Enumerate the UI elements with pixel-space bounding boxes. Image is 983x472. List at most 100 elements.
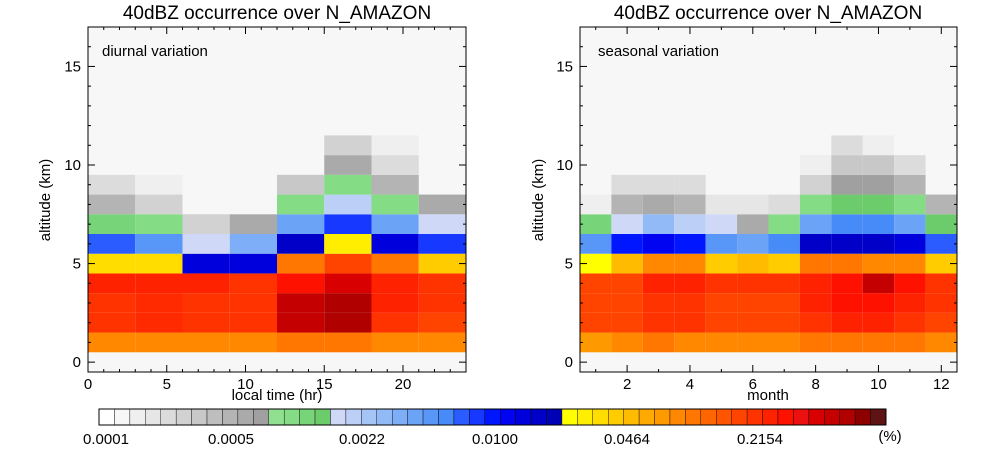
heatmap-cell	[862, 253, 895, 274]
heatmap-cell	[642, 194, 675, 215]
heatmap-cell	[894, 214, 926, 234]
colorbar-swatch	[391, 408, 408, 426]
heatmap-cell	[580, 273, 612, 294]
heatmap-cell	[862, 312, 895, 333]
heatmap-cell	[324, 135, 372, 156]
colorbar-swatch	[160, 408, 177, 426]
colorbar-swatch	[268, 408, 285, 426]
x-tick-label: 20	[395, 376, 412, 393]
heatmap-cell	[182, 332, 230, 353]
heatmap-cell	[135, 332, 183, 353]
heatmap-cell	[925, 214, 957, 234]
heatmap-cell	[737, 253, 769, 274]
heatmap-cell	[894, 312, 926, 333]
axis-ticks: 0 5 10 15 20 0 5 10 15	[64, 26, 467, 393]
heatmap-cell	[371, 194, 419, 215]
heatmap-cell	[799, 214, 832, 234]
heatmap-cell	[642, 234, 675, 254]
heatmap-cell	[894, 155, 926, 175]
heatmap-cell	[371, 332, 419, 353]
heatmap-cell	[894, 253, 926, 274]
heatmap-cell	[799, 194, 832, 215]
heatmap-cell	[799, 253, 832, 274]
heatmap-cell	[705, 293, 738, 313]
heatmap-cell	[768, 253, 800, 274]
colorbar-swatch	[746, 408, 763, 426]
heatmap-cell	[580, 312, 612, 333]
heatmap-cell	[705, 312, 738, 333]
heatmap-cell	[88, 174, 136, 195]
axis-ticks: 2 4 6 8 10 12 0 5 10 15	[556, 26, 957, 393]
heatmap-cell	[88, 332, 136, 353]
y-tick-label: 5	[73, 256, 81, 273]
colorbar-swatches	[98, 408, 887, 426]
colorbar-swatch	[175, 408, 192, 426]
heatmap-cell	[88, 234, 136, 254]
heatmap-cell	[831, 135, 863, 156]
colorbar-swatch	[129, 408, 146, 426]
heatmap-cell	[831, 214, 863, 234]
heatmap-cell	[768, 234, 800, 254]
heatmap-cell	[611, 234, 643, 254]
heatmap-cell	[418, 273, 466, 294]
heatmap-cell	[642, 174, 675, 195]
heatmap-cell	[862, 194, 895, 215]
heatmap-cell	[611, 194, 643, 215]
heatmap-cell	[418, 293, 466, 313]
heatmap-cell	[277, 273, 325, 294]
heatmap-cell	[705, 234, 738, 254]
colorbar-swatch	[546, 408, 563, 426]
heatmap-cell	[324, 194, 372, 215]
colorbar-swatch	[530, 408, 547, 426]
colorbar-swatch	[330, 408, 347, 426]
colorbar-unit: (%)	[878, 428, 901, 445]
heatmap-cell	[182, 312, 230, 333]
heatmap-cell	[768, 214, 800, 234]
heatmap-cell	[925, 273, 957, 294]
heatmap-cell	[371, 214, 419, 234]
heatmap-cell	[831, 253, 863, 274]
heatmap-cell	[229, 332, 277, 353]
chart-title: 40dBZ occurrence over N_AMAZON	[614, 3, 922, 24]
heatmap-cell	[229, 293, 277, 313]
heatmap-cell	[831, 293, 863, 313]
x-tick-label: 15	[316, 376, 333, 393]
colorbar-swatch	[98, 408, 115, 426]
colorbar-swatch	[145, 408, 161, 426]
x-axis-label: month	[747, 387, 789, 404]
colorbar-swatch	[700, 408, 717, 426]
colorbar-swatch	[638, 408, 655, 426]
y-tick-label: 5	[565, 256, 573, 273]
y-tick-label: 15	[556, 58, 573, 75]
heatmap-cell	[88, 194, 136, 215]
heatmap-cell	[182, 214, 230, 234]
heatmap-cell	[277, 194, 325, 215]
heatmap-cell	[674, 293, 706, 313]
colorbar-swatch	[716, 408, 732, 426]
heatmap-cell	[135, 312, 183, 333]
colorbar-swatch	[731, 408, 748, 426]
heatmap-cell	[611, 253, 643, 274]
heatmap-cells	[580, 135, 957, 353]
chart-title: 40dBZ occurrence over N_AMAZON	[123, 3, 431, 24]
heatmap-cell	[642, 253, 675, 274]
heatmap-cell	[862, 174, 895, 195]
heatmap-cell	[580, 234, 612, 254]
colorbar-labels: 0.0001 0.0005 0.0022 0.0100 0.0464 0.2154	[83, 431, 783, 448]
colorbar-tick-label: 0.0001	[83, 431, 129, 448]
heatmap-cell	[831, 312, 863, 333]
colorbar-swatch	[870, 408, 887, 426]
heatmap-cell	[925, 312, 957, 333]
colorbar-swatch	[654, 408, 671, 426]
y-tick-label: 10	[556, 157, 573, 174]
heatmap-cell	[674, 214, 706, 234]
heatmap-cell	[88, 312, 136, 333]
colorbar-swatch	[114, 408, 131, 426]
heatmap-cell	[737, 214, 769, 234]
heatmap-cell	[674, 234, 706, 254]
heatmap-cell	[88, 273, 136, 294]
colorbar-swatch	[669, 408, 686, 426]
heatmap-cell	[324, 312, 372, 333]
heatmap-cell	[277, 234, 325, 254]
heatmap-cell	[324, 174, 372, 195]
